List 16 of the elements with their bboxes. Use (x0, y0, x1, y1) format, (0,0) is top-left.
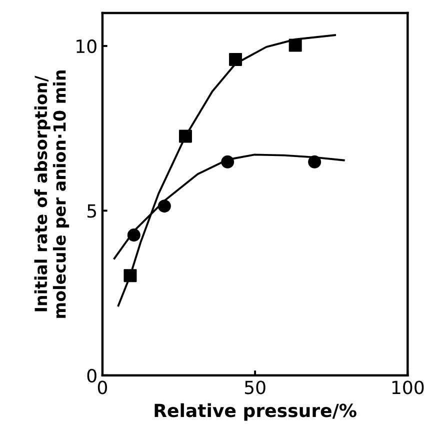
y-tick-label: 10 (76, 39, 96, 54)
point (124, 269, 137, 282)
y-axis-title: Initial rate of absorption/ molecule per anion·10 min (34, 70, 70, 318)
x-tick-label: 0 (98, 380, 108, 394)
x-axis-title: Relative pressure/% (154, 403, 356, 421)
y-tick-label: 5 (88, 204, 96, 218)
x-tick-label: 50 (244, 380, 266, 394)
point (308, 155, 322, 168)
point (158, 200, 171, 213)
point (178, 130, 192, 143)
x-tick-label: 100 (392, 380, 424, 394)
y-tick-label: 0 (87, 368, 96, 383)
point (229, 52, 242, 66)
point (221, 155, 234, 168)
point (288, 38, 302, 52)
point (127, 228, 140, 242)
